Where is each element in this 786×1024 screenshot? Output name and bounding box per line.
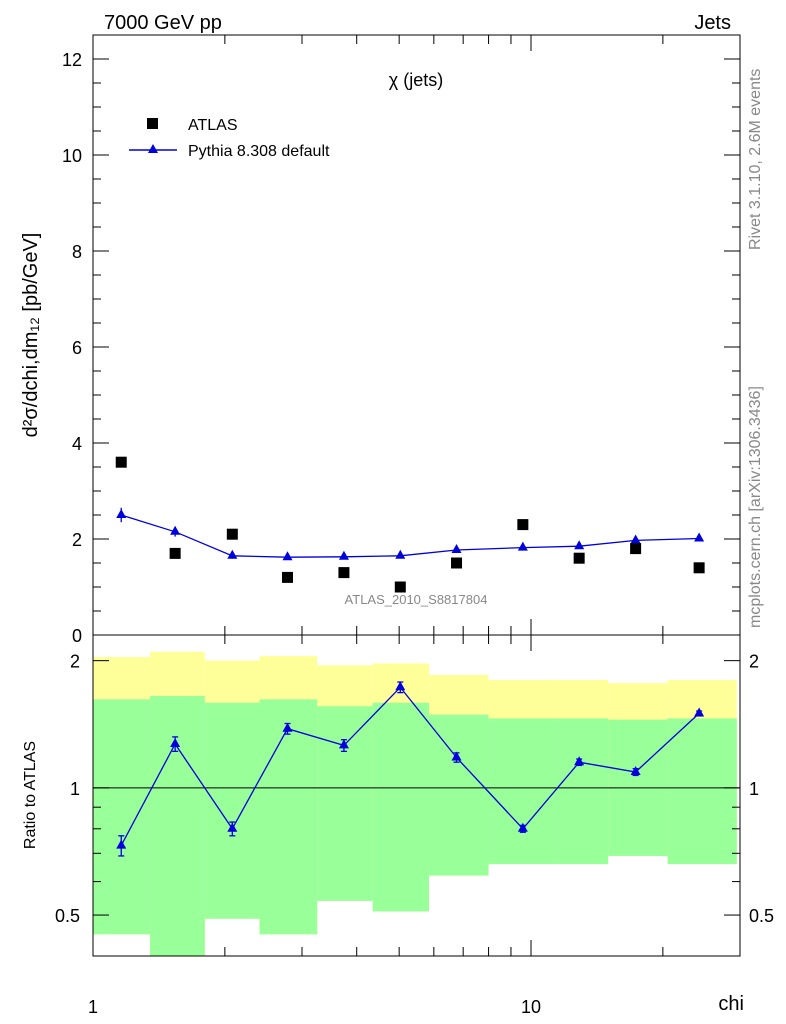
top-panel-marks	[115, 456, 705, 593]
x-tick-label: 10	[521, 997, 541, 1017]
top-panel: χ (jets) ATLAS_2010_S8817804 d²σ/dchi,dm…	[20, 34, 741, 636]
legend-pythia-label: Pythia 8.308 default	[188, 143, 330, 160]
stat-uncertainty-band	[372, 702, 430, 912]
atlas-point	[451, 557, 463, 569]
bottom-y-tick-label-right: 2	[749, 652, 759, 672]
pythia-line	[121, 514, 700, 558]
atlas-point	[517, 519, 529, 531]
plot-title: χ (jets)	[389, 70, 443, 90]
stat-uncertainty-band	[667, 718, 737, 865]
stat-uncertainty-band	[317, 706, 373, 901]
mcplots-label: mcplots.cern.ch [arXiv:1306.3436]	[747, 386, 764, 628]
bottom-y-tick-label-left: 0.5	[55, 906, 80, 926]
ratio-point	[517, 822, 528, 832]
legend-pythia-marker	[148, 144, 158, 153]
pythia-point	[227, 549, 238, 559]
ratio-point	[338, 739, 349, 749]
ratio-point	[170, 737, 181, 747]
top-y-tick-label: 4	[72, 434, 82, 454]
atlas-point	[630, 543, 642, 555]
ratio-point	[282, 722, 293, 732]
bottom-panel: Ratio to ATLAS chi	[22, 634, 744, 1015]
top-y-tick-label: 0	[72, 626, 82, 646]
analysis-watermark: ATLAS_2010_S8817804	[345, 592, 488, 607]
stat-uncertainty-band	[552, 718, 609, 865]
legend: ATLAS Pythia 8.308 default	[129, 117, 330, 160]
bottom-y-axis-label: Ratio to ATLAS	[22, 741, 39, 849]
pythia-point	[395, 549, 406, 559]
atlas-point	[169, 547, 181, 559]
top-y-tick-label: 2	[72, 530, 82, 550]
x-axis-label: chi	[718, 993, 744, 1015]
atlas-point	[226, 528, 238, 540]
pythia-point	[282, 551, 293, 561]
top-y-tick-label: 10	[62, 146, 82, 166]
pythia-point	[517, 541, 528, 551]
pythia-point	[338, 550, 349, 560]
ratio-point	[694, 707, 705, 717]
legend-atlas-marker	[147, 118, 158, 129]
bottom-panel-marks	[93, 651, 740, 956]
ratio-point	[630, 766, 641, 776]
header-right: Jets	[694, 12, 731, 34]
top-y-tick-label: 6	[72, 338, 82, 358]
x-tick-label: 1	[88, 997, 98, 1017]
atlas-point	[338, 567, 350, 579]
atlas-point	[281, 571, 293, 583]
bottom-panel-frame	[92, 634, 741, 957]
bottom-y-tick-label-right: 1	[749, 779, 759, 799]
atlas-point	[394, 581, 406, 593]
legend-atlas-label: ATLAS	[188, 117, 238, 134]
atlas-point	[693, 562, 705, 574]
top-y-tick-label: 12	[62, 50, 82, 70]
pythia-point	[116, 509, 127, 518]
atlas-point	[115, 456, 127, 468]
ratio-point	[395, 681, 406, 691]
bottom-y-tick-label-right: 0.5	[749, 906, 774, 926]
stat-uncertainty-band	[488, 718, 553, 865]
stat-uncertainty-band	[150, 695, 205, 956]
pythia-point	[451, 544, 462, 554]
pythia-point	[630, 534, 641, 544]
top-y-axis-label: d²σ/dchi,dm₁₂ [pb/GeV]	[20, 233, 42, 438]
bottom-y-tick-label-left: 2	[70, 652, 80, 672]
stat-uncertainty-band	[429, 714, 489, 876]
pythia-point	[574, 540, 585, 550]
stat-uncertainty-band	[204, 702, 260, 919]
bottom-y-tick-label-left: 1	[70, 779, 80, 799]
rivet-label: Rivet 3.1.10, 2.6M events	[747, 69, 764, 250]
ratio-point	[574, 756, 585, 766]
pythia-point	[694, 532, 705, 542]
stat-uncertainty-band	[93, 699, 151, 935]
ratio-point	[227, 822, 238, 832]
top-y-tick-label: 8	[72, 242, 82, 262]
header-left: 7000 GeV pp	[104, 12, 222, 34]
ratio-point	[116, 839, 127, 849]
pythia-point	[170, 525, 181, 535]
atlas-point	[573, 552, 585, 564]
stat-uncertainty-band	[259, 699, 318, 935]
ratio-point	[451, 751, 462, 761]
